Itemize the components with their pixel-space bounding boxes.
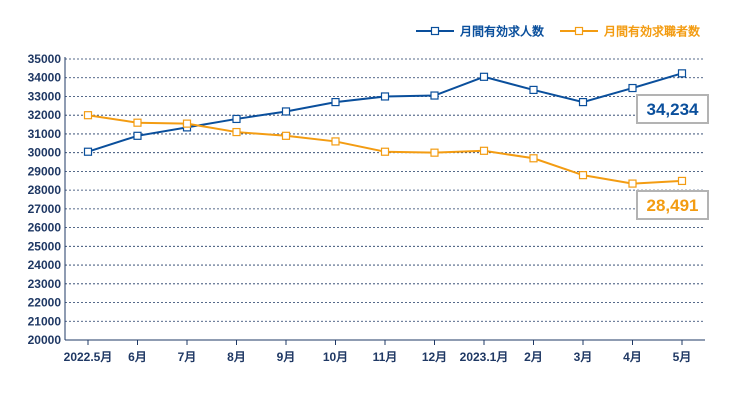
legend-marker-1 — [430, 26, 440, 36]
y-tick-label: 27000 — [28, 202, 62, 216]
y-tick-label: 28000 — [28, 183, 62, 197]
y-tick-label: 26000 — [28, 221, 62, 235]
y-tick-label: 23000 — [28, 277, 62, 291]
y-tick-label: 32000 — [28, 108, 62, 122]
x-tick-label: 2022.5月 — [64, 350, 113, 364]
y-tick-label: 34000 — [28, 71, 62, 85]
x-tick-label: 9月 — [277, 350, 296, 364]
series-2-point — [182, 119, 192, 128]
x-tick-label: 2023.1月 — [460, 350, 509, 364]
legend-label-2: 月間有効求職者数 — [603, 24, 701, 39]
series-1-point — [281, 107, 291, 116]
y-tick-label: 35000 — [28, 52, 62, 66]
series-2-point — [232, 127, 241, 137]
series-1-point — [628, 83, 637, 93]
series-line-1 — [87, 72, 683, 153]
series-1-point — [430, 91, 439, 100]
y-tick-label: 25000 — [28, 239, 62, 253]
series-1-point — [380, 92, 390, 101]
y-tick-label: 20000 — [28, 333, 62, 347]
series-1-point — [331, 97, 340, 107]
series-1-point — [479, 72, 489, 81]
y-tick-label: 29000 — [28, 164, 62, 178]
callout-value-2: 28,491 — [647, 196, 699, 215]
series-2-point — [529, 154, 538, 163]
callout-box-2 — [636, 190, 709, 220]
y-tick-label: 24000 — [28, 258, 62, 272]
x-tick-label: 7月 — [178, 350, 197, 364]
callout-box-1 — [636, 94, 709, 124]
series-2-point — [331, 137, 340, 146]
x-tick-label: 3月 — [574, 350, 593, 364]
x-tick-label: 8月 — [227, 350, 246, 364]
series-2-point — [281, 131, 291, 140]
y-tick-label: 22000 — [28, 296, 62, 310]
x-tick-label: 5月 — [673, 350, 692, 364]
series-2-point — [677, 176, 687, 186]
x-tick-label: 2月 — [524, 350, 543, 364]
series-2-point — [628, 179, 637, 188]
series-1-point — [578, 97, 588, 107]
series-2-point — [430, 148, 439, 157]
y-tick-label: 31000 — [28, 127, 62, 141]
legend-marker-2 — [574, 26, 584, 36]
callout-value-1: 34,234 — [647, 100, 700, 119]
y-tick-label: 33000 — [28, 89, 62, 103]
y-tick-label: 21000 — [28, 314, 62, 328]
x-tick-label: 4月 — [623, 350, 642, 364]
series-2-point — [133, 118, 142, 127]
x-tick-label: 11月 — [373, 350, 398, 364]
series-1-point — [83, 147, 93, 156]
series-2-point — [380, 147, 390, 156]
series-2-point — [479, 146, 489, 155]
series-1-point — [529, 85, 538, 95]
x-tick-label: 6月 — [128, 350, 147, 364]
x-tick-label: 12月 — [422, 350, 447, 364]
y-tick-label: 30000 — [28, 146, 62, 160]
series-2-point — [83, 111, 93, 120]
series-1-point — [232, 114, 241, 124]
series-1-point — [677, 69, 687, 78]
series-2-point — [578, 171, 588, 180]
legend-label-1: 月間有効求人数 — [459, 24, 545, 39]
series-1-point — [133, 131, 142, 140]
x-tick-label: 10月 — [323, 350, 348, 364]
